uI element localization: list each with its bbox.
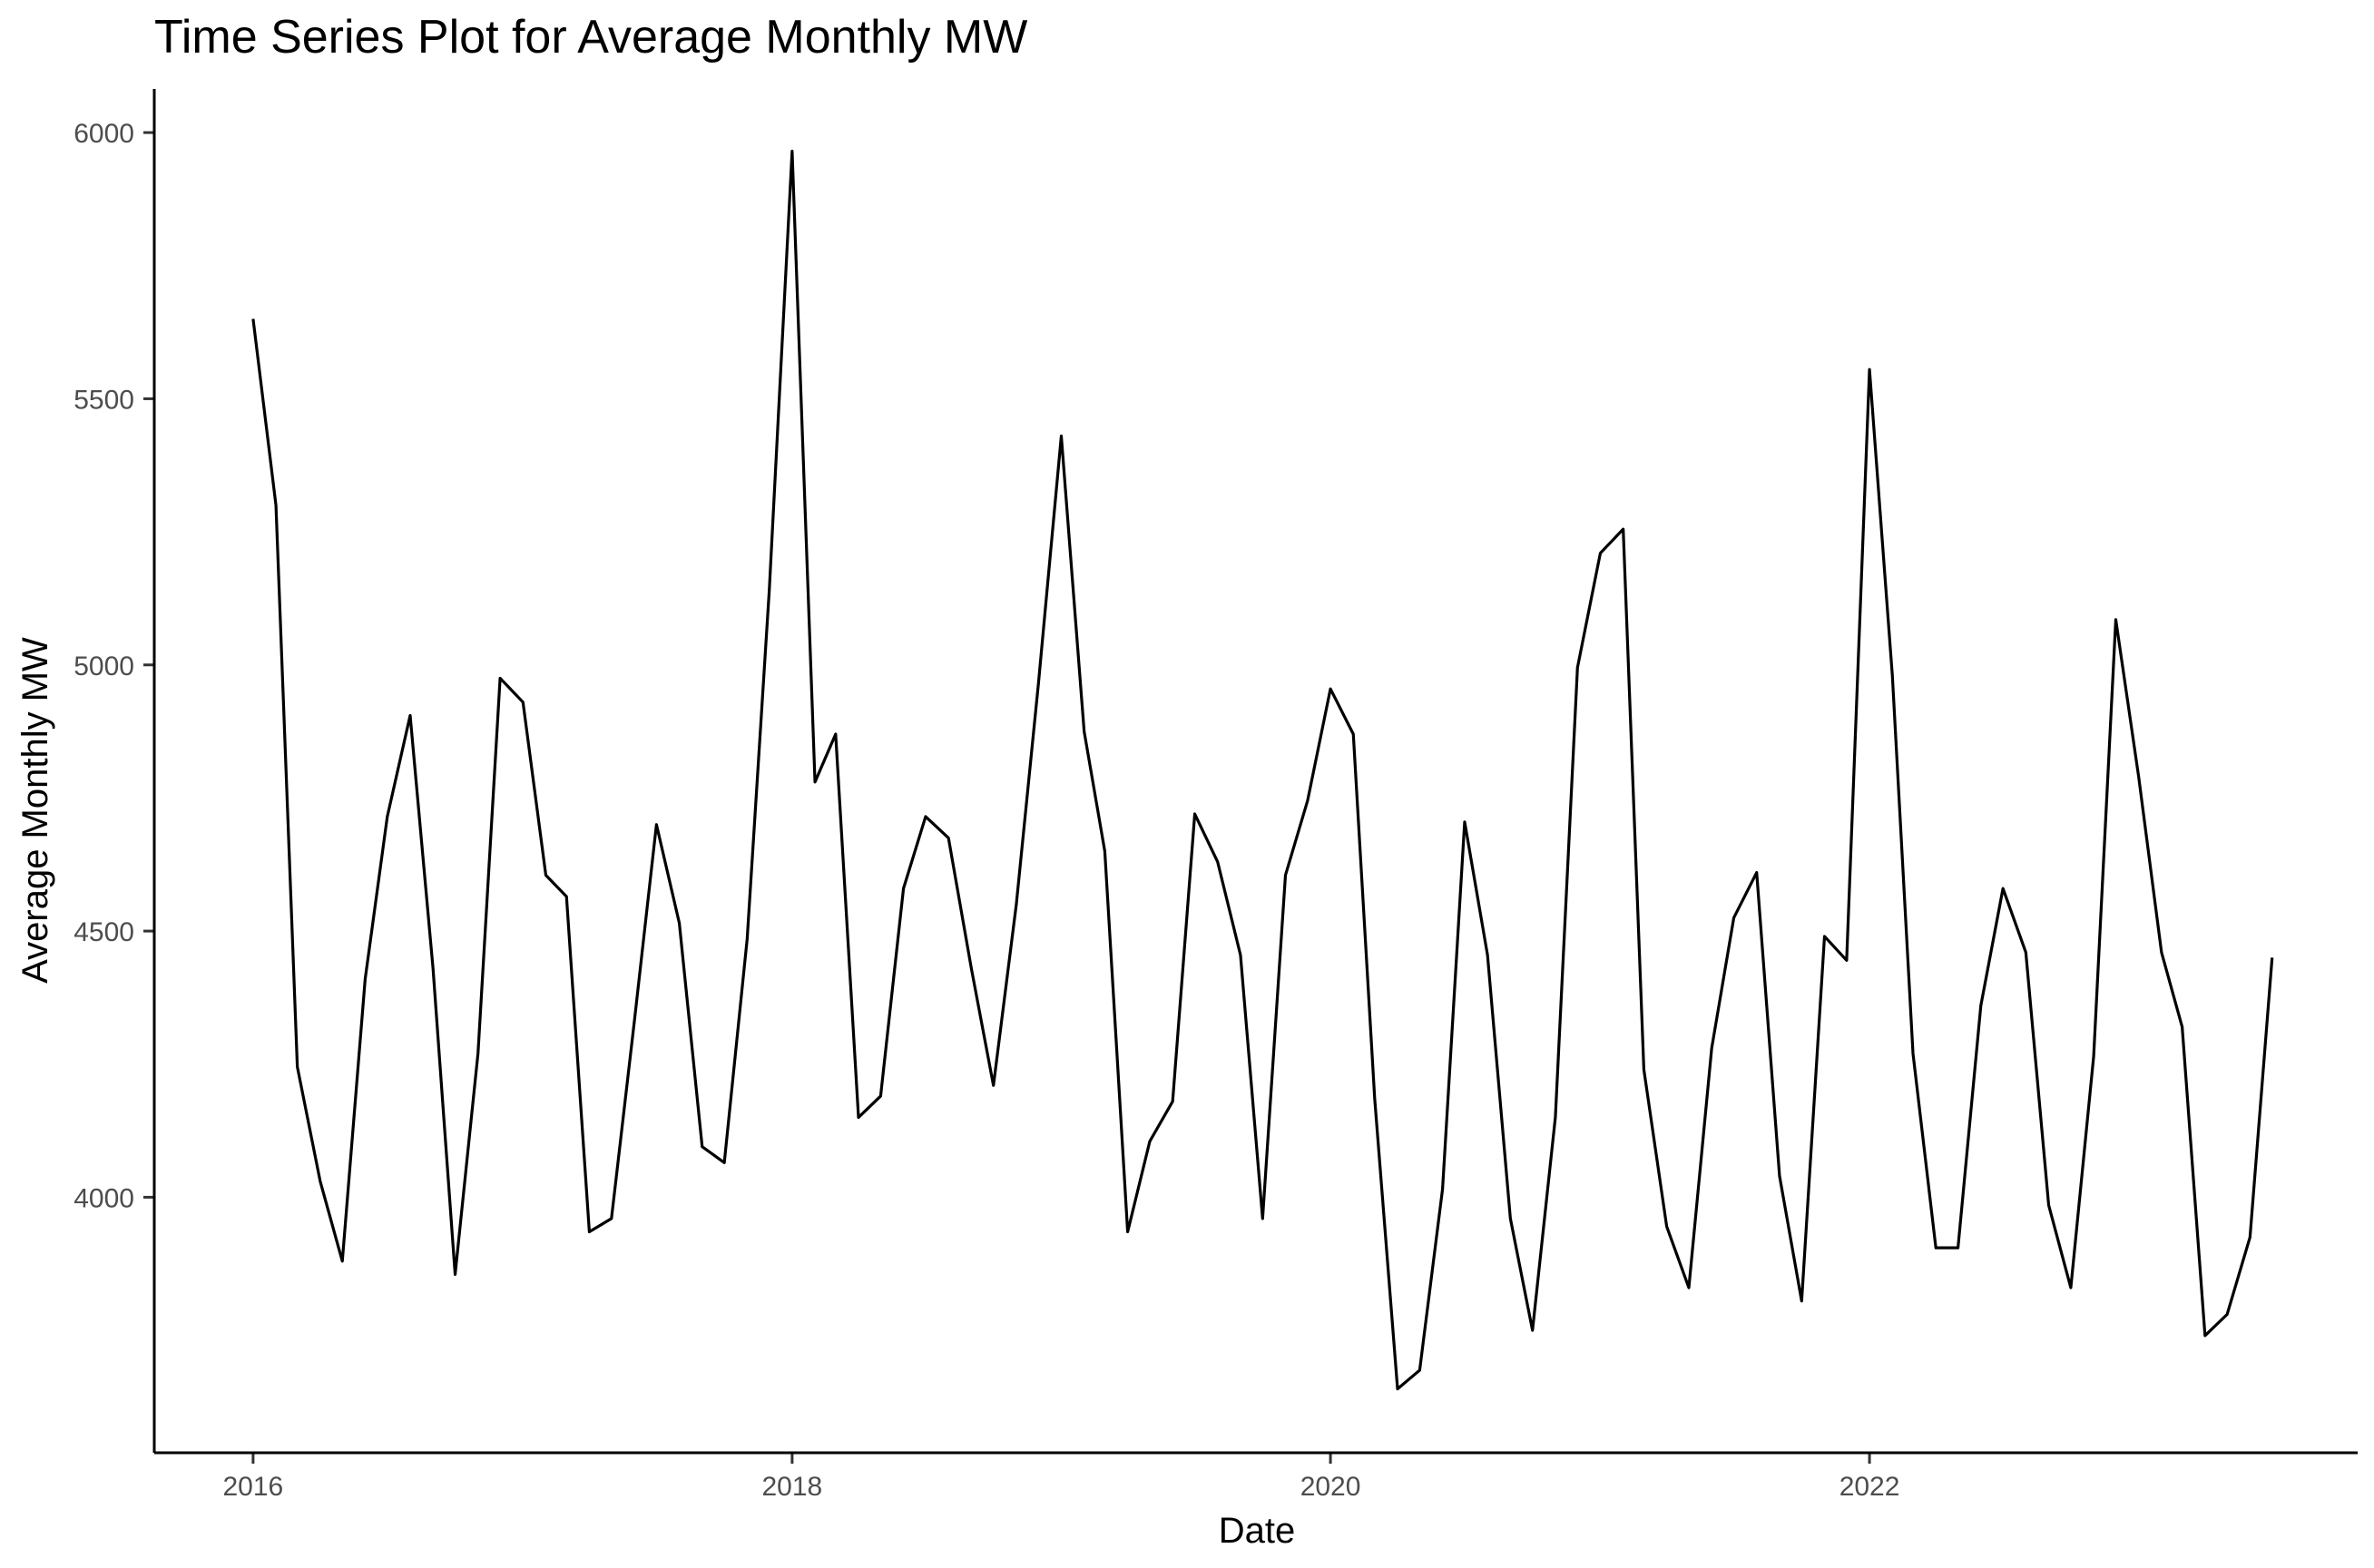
x-tick-label: 2022 [1839, 1472, 1900, 1502]
x-axis-ticks: 2016 2018 2020 2022 [223, 1453, 1900, 1502]
y-tick-label: 5000 [74, 652, 134, 681]
y-tick-label: 6000 [74, 119, 134, 149]
x-tick-label: 2020 [1300, 1472, 1361, 1502]
y-tick-label: 5500 [74, 385, 134, 415]
series-line [251, 150, 2274, 1391]
y-axis-title: Average Monthly MW [15, 637, 55, 984]
y-tick-label: 4000 [74, 1183, 134, 1213]
x-tick-label: 2016 [223, 1472, 284, 1502]
x-tick-label: 2018 [762, 1472, 823, 1502]
y-tick-label: 4500 [74, 917, 134, 947]
y-axis-ticks: 4000 4500 5000 5500 6000 [74, 119, 154, 1213]
x-axis-title: Date [1219, 1511, 1296, 1551]
chart-title: Time Series Plot for Average Monthly MW [154, 11, 1027, 64]
